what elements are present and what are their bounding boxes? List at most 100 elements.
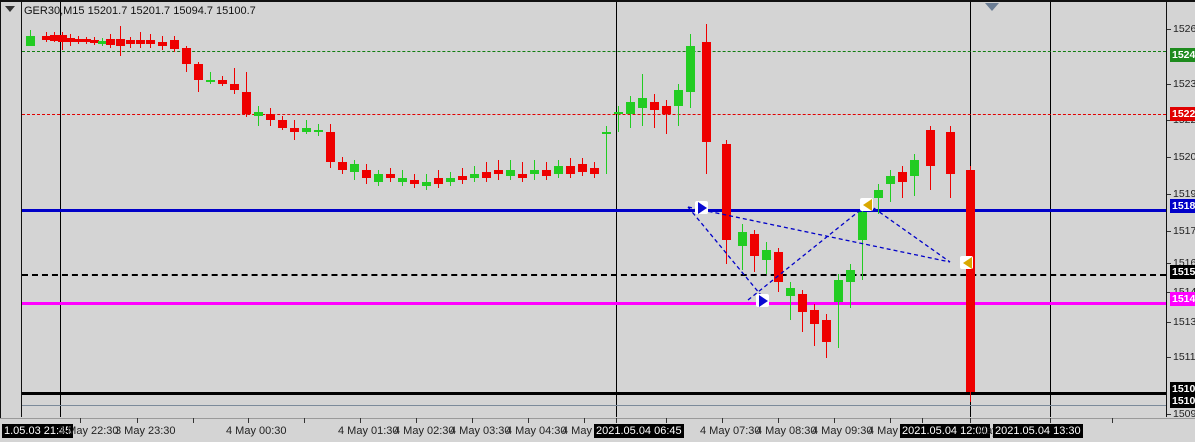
black-price-level[interactable]	[22, 392, 1166, 395]
price-plot-area[interactable]	[22, 2, 1166, 417]
time-scale[interactable]: 1.05.03 21:45 3 May 22:30 3 May 23:30 4 May…	[0, 418, 1195, 442]
gray-price-level[interactable]	[22, 405, 1166, 406]
object-marker-icon[interactable]	[985, 3, 999, 11]
candle-wick	[790, 282, 791, 320]
buy-marker-2-icon[interactable]	[759, 295, 768, 307]
candle-body	[626, 102, 635, 114]
price-tick-label: 1526	[1173, 23, 1195, 35]
blue-price-level[interactable]	[22, 209, 1166, 212]
price-badge[interactable]: 1524	[1170, 48, 1195, 62]
magenta-price-level[interactable]	[22, 302, 1166, 305]
candle-body	[326, 132, 335, 162]
time-label: 4 May 08:30	[756, 425, 817, 437]
candle-body	[798, 294, 807, 312]
candle-body	[26, 36, 35, 46]
candle-body	[470, 174, 479, 178]
time-tick	[1112, 418, 1113, 423]
candle-body	[518, 174, 527, 178]
price-badge[interactable]: 1522	[1170, 107, 1195, 121]
price-tick-label: 1511	[1173, 351, 1195, 363]
price-tick	[1167, 322, 1171, 323]
time-tick	[584, 418, 585, 423]
candle-body	[926, 130, 935, 166]
price-tick	[1167, 414, 1171, 415]
candle-wick	[902, 166, 903, 198]
time-label-highlighted: 2021.05.04 13:30	[993, 424, 1083, 438]
price-badge[interactable]: 1510	[1170, 394, 1195, 408]
price-badge[interactable]: 1510	[1170, 382, 1195, 396]
candle-wick	[878, 184, 879, 214]
time-label: May	[977, 425, 998, 437]
price-tick-label: 1520	[1173, 151, 1195, 163]
chevron-down-icon[interactable]	[5, 6, 15, 12]
candle-body	[846, 270, 855, 282]
time-tick	[472, 418, 473, 423]
black-dashed-level[interactable]	[22, 274, 1166, 276]
price-tick	[1167, 29, 1171, 30]
candle-body	[662, 106, 671, 114]
candle-body	[158, 42, 167, 46]
time-tick	[360, 418, 361, 423]
candle-wick	[210, 72, 211, 84]
sell-marker-2-icon[interactable]	[963, 257, 972, 269]
candle-wick	[814, 304, 815, 346]
time-label-highlighted: 2021.05.04 12:00	[900, 424, 990, 438]
time-label: 4 May 07:30	[700, 425, 761, 437]
time-tick	[528, 418, 529, 423]
sell-marker-1-icon[interactable]	[863, 199, 872, 211]
candle-body	[66, 38, 75, 42]
candle-body	[602, 132, 611, 134]
time-tick	[890, 418, 891, 423]
price-scale[interactable]: 1526 1523 1522 1520 1519 1517 1516 1514 1513 1511…	[1167, 2, 1195, 420]
candle-body	[722, 144, 731, 240]
time-tick	[970, 418, 971, 423]
candle-body	[146, 40, 155, 44]
time-label: 3 May 22:30	[58, 425, 119, 437]
red-dashed-level[interactable]	[22, 114, 1166, 115]
candle-wick	[258, 106, 259, 126]
candle-wick	[618, 106, 619, 132]
price-tick	[1167, 292, 1171, 293]
price-badge[interactable]: 1518	[1170, 199, 1195, 213]
candle-body	[116, 39, 125, 46]
chart-left-border	[21, 2, 22, 417]
candle-body	[126, 40, 135, 44]
candle-wick	[522, 162, 523, 182]
symbol-ohlc-header: GER30,M15 15201.7 15201.7 15094.7 15100.…	[24, 5, 256, 17]
candle-body	[702, 42, 711, 142]
candle-body	[302, 128, 311, 132]
candle-body	[254, 112, 263, 116]
candle-body	[494, 170, 503, 174]
time-label: 4 May 02:30	[394, 425, 455, 437]
buy-marker-1-icon[interactable]	[698, 202, 707, 214]
time-label: 4 May 01:30	[338, 425, 399, 437]
time-tick	[1050, 418, 1051, 423]
candle-body	[762, 250, 771, 260]
candle-body	[90, 40, 99, 43]
price-tick-label: 1509	[1173, 408, 1195, 420]
candle-body	[42, 36, 51, 40]
price-badge[interactable]: 1514	[1170, 292, 1195, 306]
candle-body	[242, 92, 251, 114]
price-badge[interactable]: 1515	[1170, 265, 1195, 279]
candle-body	[578, 164, 587, 172]
price-tick-label: 1516	[1173, 257, 1195, 269]
time-tick	[193, 418, 194, 423]
candle-body	[898, 172, 907, 182]
candle-body	[410, 180, 419, 184]
window-top-border	[0, 0, 1195, 2]
window-left-border	[0, 0, 1, 442]
time-label: 4 May 09:30	[812, 425, 873, 437]
candle-body	[182, 48, 191, 64]
candle-body	[590, 168, 599, 174]
price-tick	[1167, 263, 1171, 264]
candle-body	[98, 41, 107, 44]
candle-wick	[838, 274, 839, 348]
candle-body	[106, 39, 115, 45]
green-dashed-level[interactable]	[22, 51, 1166, 52]
time-tick	[80, 418, 81, 423]
candle-body	[786, 288, 795, 296]
time-tick	[248, 418, 249, 423]
candle-body	[136, 40, 145, 44]
